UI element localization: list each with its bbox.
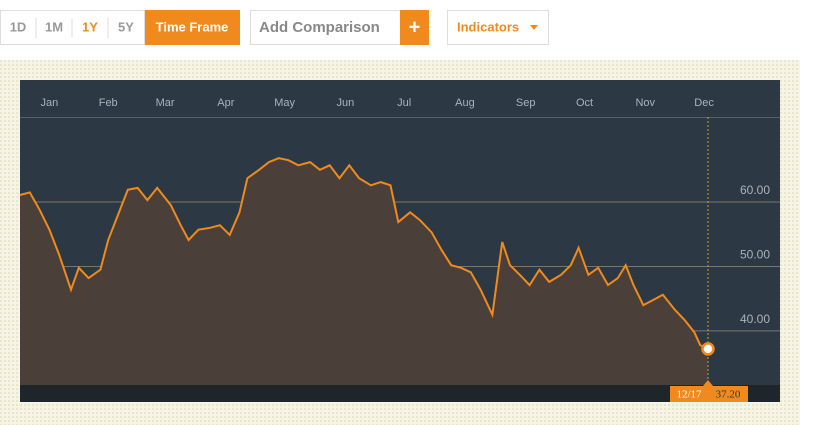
range-label[interactable]: 5Y bbox=[118, 19, 134, 34]
area bbox=[20, 158, 708, 385]
add-comparison-input[interactable]: Add Comparison bbox=[250, 10, 401, 45]
x-tick-label: Dec bbox=[694, 97, 714, 109]
x-tick-label: Jun bbox=[337, 97, 355, 109]
plot: Jan Feb Mar Apr May Jun Jul Aug Sep Oct Nov Dec 40.0… bbox=[19, 97, 780, 402]
range-label[interactable]: 1D bbox=[10, 19, 27, 34]
x-tick-label: Mar bbox=[156, 97, 175, 109]
x-tick-label: Sep bbox=[516, 97, 536, 109]
button-label[interactable]: Indicators bbox=[457, 19, 519, 34]
input-placeholder[interactable]: Add Comparison bbox=[259, 19, 380, 36]
value-label-bg bbox=[708, 386, 748, 402]
date-label-arrow bbox=[703, 380, 713, 386]
value-label: 37.20 bbox=[716, 389, 741, 401]
date-strip bbox=[20, 385, 780, 402]
dropdown-caret[interactable] bbox=[530, 25, 538, 30]
y-tick-label: 60.00 bbox=[740, 183, 770, 197]
range-button[interactable]: 1Y bbox=[82, 19, 98, 34]
date-label-bg bbox=[670, 386, 708, 402]
button-label[interactable]: + bbox=[409, 16, 421, 38]
x-tick-label: Oct bbox=[576, 97, 593, 109]
y-tick-label: 40.00 bbox=[740, 312, 770, 326]
line bbox=[19, 157, 709, 350]
button-bg[interactable] bbox=[447, 10, 549, 45]
time-frame-button[interactable]: Time Frame bbox=[145, 10, 240, 45]
x-tick-label: Jan bbox=[41, 97, 59, 109]
x-tick-label: Nov bbox=[635, 97, 655, 109]
x-tick-label: Aug bbox=[455, 97, 475, 109]
x-tick-label: May bbox=[274, 97, 295, 109]
range-label[interactable]: 1M bbox=[45, 19, 63, 34]
range-button[interactable]: 1M bbox=[45, 19, 63, 34]
y-tick-label: 50.00 bbox=[740, 248, 770, 262]
range-label[interactable]: 1Y bbox=[82, 19, 98, 34]
indicators-button[interactable]: Indicators bbox=[447, 10, 549, 45]
add-button[interactable]: + bbox=[400, 10, 429, 45]
date-label: 12/17 bbox=[676, 389, 702, 401]
range-button[interactable]: 1D bbox=[10, 19, 27, 34]
button-bg[interactable] bbox=[400, 10, 429, 45]
button-label[interactable]: Time Frame bbox=[156, 19, 229, 34]
range-button[interactable]: 5Y bbox=[118, 19, 134, 34]
x-tick-label: Jul bbox=[397, 97, 411, 109]
x-tick-label: Feb bbox=[99, 97, 118, 109]
x-tick-label: Apr bbox=[217, 97, 234, 109]
button-bg[interactable] bbox=[145, 10, 240, 45]
end-point bbox=[701, 342, 715, 356]
